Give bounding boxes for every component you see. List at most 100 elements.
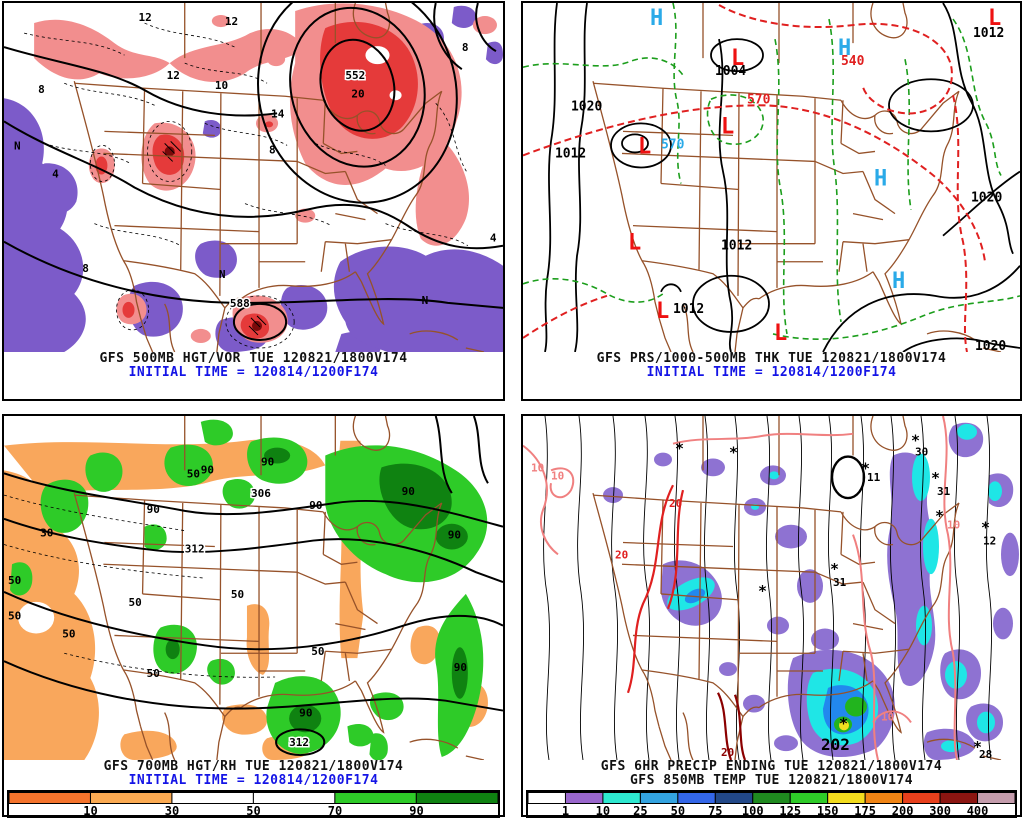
rh-colorbar-ticks: 10 30 50 70 90 [9, 804, 498, 818]
rh-tick: 30 [164, 804, 180, 818]
svg-text:90: 90 [454, 661, 467, 674]
svg-text:31: 31 [937, 485, 951, 498]
svg-text:90: 90 [147, 503, 160, 516]
svg-text:8: 8 [269, 143, 276, 156]
precip-colorbar-cell [902, 792, 941, 804]
svg-text:90: 90 [201, 463, 214, 476]
precip-tick: 150 [816, 804, 839, 818]
precip-tick: 25 [633, 804, 648, 818]
svg-text:50: 50 [62, 628, 75, 641]
vorticity-contours-layer [23, 22, 469, 349]
low-marker: L [731, 46, 744, 71]
svg-text:31: 31 [833, 576, 847, 589]
svg-text:540: 540 [841, 54, 865, 69]
high-marker: H [874, 166, 887, 191]
precip-tick: 300 [929, 804, 951, 818]
precip-star: * [839, 714, 848, 732]
svg-text:570: 570 [747, 92, 771, 107]
low-marker: L [656, 299, 669, 324]
height-contours-layer [4, 416, 503, 757]
svg-text:90: 90 [309, 499, 322, 512]
map-mslp-thickness: 1020 1012 1004 1012 1012 1012 1020 1020 … [523, 3, 1020, 352]
pressure-value-labels: 1020 1012 1004 1012 1012 1012 1020 1020 [555, 26, 1006, 352]
precip-tick: 75 [708, 804, 723, 818]
rh-colorbar-cell [9, 792, 91, 804]
svg-text:10: 10 [881, 711, 894, 724]
low-marker: L [774, 321, 787, 346]
svg-text:50: 50 [8, 610, 21, 623]
svg-text:570: 570 [661, 137, 685, 152]
svg-text:30: 30 [40, 527, 53, 540]
rh-tick: 50 [246, 804, 261, 818]
precip-colorbar-cell [752, 792, 791, 804]
precip-star: * [729, 444, 738, 462]
svg-text:20: 20 [351, 87, 364, 100]
precip-tick: 175 [854, 804, 876, 818]
svg-text:90: 90 [299, 707, 312, 720]
svg-text:12: 12 [983, 535, 996, 548]
precip-colorbar-cell [864, 792, 904, 804]
moist-rh-shading-layer [10, 419, 488, 760]
svg-text:12: 12 [139, 11, 152, 24]
svg-text:90: 90 [261, 456, 274, 469]
precip-star: * [758, 582, 767, 600]
svg-text:50: 50 [311, 645, 324, 658]
svg-text:1012: 1012 [721, 239, 752, 254]
svg-text:4: 4 [52, 168, 59, 181]
height-label: 312 [185, 542, 205, 555]
precip-colorbar-cell [714, 792, 754, 804]
svg-text:10: 10 [531, 461, 544, 474]
rh-colorbar-cell [334, 792, 417, 804]
svg-text:12: 12 [167, 69, 180, 82]
precip-colorbar-cell [939, 792, 979, 804]
thickness-red-contours-layer [523, 4, 986, 352]
precip-colorbar-cell [564, 792, 604, 804]
p1-caption-valid: GFS 500MB HGT/VOR TUE 120821/1800V174 [99, 351, 408, 366]
svg-text:50: 50 [147, 667, 160, 680]
svg-text:14: 14 [271, 107, 285, 120]
svg-text:50: 50 [8, 574, 21, 587]
precip-star: * [861, 459, 870, 477]
temp-highlight-contours-layer [523, 416, 958, 760]
neg-vort-label: N [219, 268, 226, 281]
svg-text:8: 8 [38, 83, 45, 96]
rh-tick: 70 [327, 804, 343, 818]
svg-text:10: 10 [947, 519, 960, 532]
rh-colorbar-cell [171, 792, 254, 804]
map-precip-850temp: 10 10 10 10 20 20 20 * * * * * * * * * *… [523, 416, 1019, 760]
rh-colorbar: 10 30 50 70 90 [7, 790, 500, 818]
thickness-value-labels: 570 540 570 [661, 54, 865, 152]
rh-colorbar-cell [252, 792, 336, 804]
rh-tick: 90 [409, 804, 424, 818]
precip-tick: 50 [670, 804, 686, 818]
precip-star: * [935, 507, 944, 525]
height-label: 312 [289, 736, 309, 749]
panel-mslp-thickness: 1020 1012 1004 1012 1012 1012 1020 1020 … [521, 1, 1022, 401]
svg-text:4: 4 [490, 232, 497, 245]
precip-star: * [973, 738, 982, 756]
precip-colorbar-strip [528, 792, 1015, 804]
precip-tick: 400 [966, 804, 989, 818]
panel-precip-850temp: 10 10 10 10 20 20 20 * * * * * * * * * *… [521, 414, 1022, 818]
precip-tick: 1 [561, 804, 570, 818]
precip-station-markers: * * * * * * * * * * * [675, 432, 990, 756]
rh-colorbar-cell [415, 792, 498, 804]
neg-vort-label: N [422, 294, 429, 307]
precip-colorbar-cell [827, 792, 866, 804]
neg-vort-label: N [14, 139, 21, 152]
svg-text:50: 50 [231, 588, 244, 601]
temp-value-labels: 10 10 10 10 20 20 20 [531, 461, 960, 759]
map-500mb-hgt-vor: 588 552 N N N 12 12 8 12 10 8 20 4 8 14 … [4, 3, 503, 352]
high-marker: H [838, 36, 851, 61]
svg-text:1012: 1012 [555, 146, 586, 161]
precip-value-labels: 202 30 11 31 12 31 28 [821, 446, 996, 760]
svg-text:50: 50 [187, 467, 200, 480]
isobar-contours-layer [544, 3, 1020, 352]
svg-text:1012: 1012 [973, 26, 1004, 41]
precip-colorbar-cell [528, 792, 566, 804]
state-borders [592, 3, 1002, 352]
height-label: 552 [345, 69, 365, 82]
high-marker: H [650, 6, 663, 31]
svg-text:8: 8 [462, 41, 469, 54]
